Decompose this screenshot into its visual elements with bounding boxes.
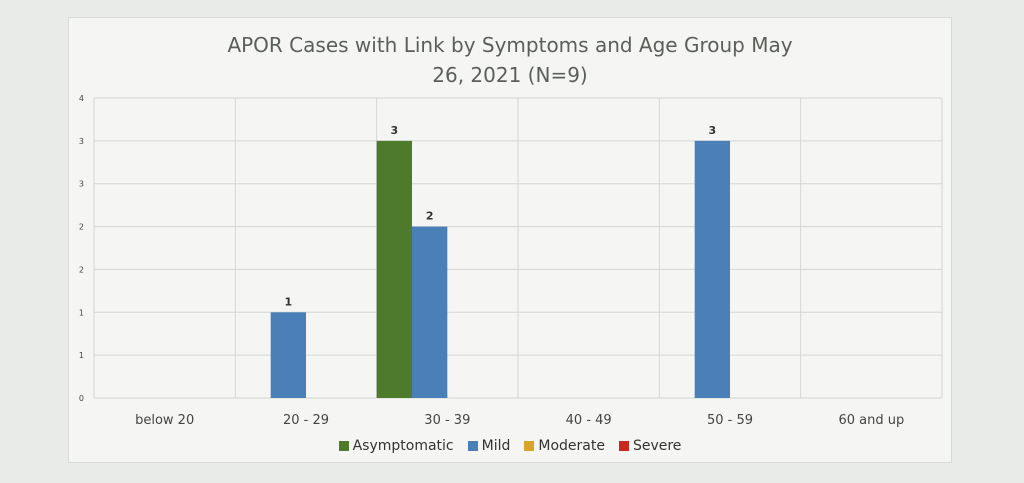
y-tick-label: 3 <box>79 137 84 146</box>
bar <box>376 140 412 398</box>
legend-item: Mild <box>467 438 511 454</box>
chart-legend: Asymptomatic Mild Moderate Severe <box>69 438 951 454</box>
bar <box>412 226 448 398</box>
data-label: 3 <box>391 124 399 137</box>
legend-label: Moderate <box>538 438 605 454</box>
legend-item: Moderate <box>524 438 605 454</box>
legend-swatch <box>618 441 629 451</box>
bar <box>270 312 306 398</box>
legend-label: Asymptomatic <box>352 438 454 454</box>
legend-label: Mild <box>481 438 511 454</box>
y-tick-label: 2 <box>79 223 84 232</box>
y-tick-label: 1 <box>79 308 84 317</box>
x-tick-label: 20 - 29 <box>283 413 329 428</box>
x-tick-label: 50 - 59 <box>707 413 753 428</box>
x-tick-label: 30 - 39 <box>424 413 470 428</box>
legend-swatch <box>338 441 349 451</box>
y-tick-label: 0 <box>79 394 84 403</box>
legend-label: Severe <box>632 438 682 454</box>
x-tick-label: 40 - 49 <box>566 413 612 428</box>
data-label: 2 <box>426 210 434 223</box>
bar <box>694 140 730 398</box>
legend-item: Asymptomatic <box>338 438 454 454</box>
chart-title-line-2: 26, 2021 (N=9) <box>432 63 588 87</box>
legend-swatch <box>524 441 535 451</box>
legend-item: Severe <box>618 438 682 454</box>
x-tick-label: below 20 <box>135 413 194 428</box>
data-label: 1 <box>285 295 293 308</box>
chart-frame: APOR Cases with Link by Symptoms and Age… <box>68 17 952 463</box>
y-tick-label: 3 <box>79 180 84 189</box>
data-label: 3 <box>709 124 717 137</box>
y-tick-label: 4 <box>79 94 84 103</box>
x-tick-label: 60 and up <box>838 413 904 428</box>
legend-swatch <box>467 441 478 451</box>
chart-title-line-1: APOR Cases with Link by Symptoms and Age… <box>227 33 793 57</box>
y-tick-label: 1 <box>79 351 84 360</box>
chart-title: APOR Cases with Link by Symptoms and Age… <box>69 30 951 90</box>
y-tick-label: 2 <box>79 265 84 274</box>
bar-chart: 0 1 1 2 2 3 3 4 below 20 20 - 29 30 - 39 40 - 49 50 … <box>79 94 943 428</box>
